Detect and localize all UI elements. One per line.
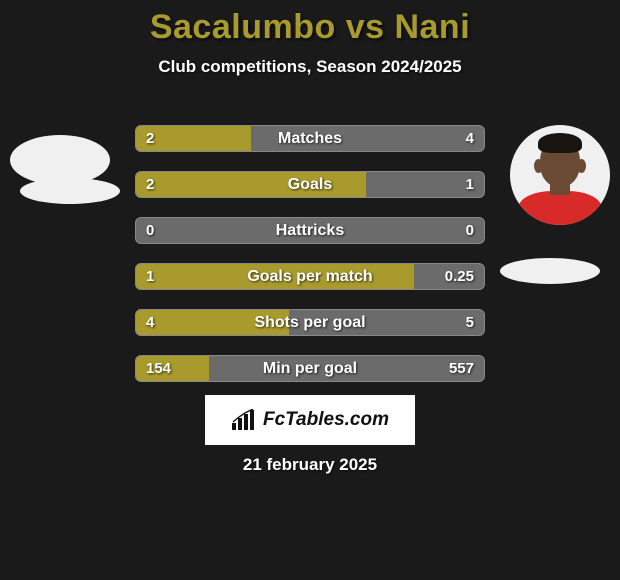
stat-value-right: 4 [466,126,474,151]
avatar-left-shadow [20,178,120,204]
branding-badge: FcTables.com [205,395,415,445]
stat-row: 2Goals1 [135,171,485,198]
player-right-name: Nani [394,8,470,46]
stat-label: Goals per match [136,264,484,289]
stat-row: 2Matches4 [135,125,485,152]
stat-row: 1Goals per match0.25 [135,263,485,290]
stat-row: 4Shots per goal5 [135,309,485,336]
stat-label: Min per goal [136,356,484,381]
stat-label: Matches [136,126,484,151]
vs-separator: vs [346,8,385,46]
stat-label: Goals [136,172,484,197]
stat-value-right: 1 [466,172,474,197]
stat-row: 154Min per goal557 [135,355,485,382]
avatar-right-shadow [500,258,600,284]
avatar-right [510,125,610,225]
stat-label: Shots per goal [136,310,484,335]
branding-text: FcTables.com [263,409,389,431]
bars-icon [231,409,257,431]
stat-value-right: 5 [466,310,474,335]
date-label: 21 february 2025 [0,455,620,475]
stat-value-right: 0.25 [445,264,474,289]
stat-value-right: 0 [466,218,474,243]
subtitle: Club competitions, Season 2024/2025 [0,57,620,77]
page-title: Sacalumbo vs Nani [0,8,620,47]
stat-value-right: 557 [449,356,474,381]
stat-label: Hattricks [136,218,484,243]
comparison-card: Sacalumbo vs Nani Club competitions, Sea… [0,0,620,580]
stats-container: 2Matches42Goals10Hattricks01Goals per ma… [135,125,485,401]
stat-row: 0Hattricks0 [135,217,485,244]
player-left-name: Sacalumbo [150,8,336,46]
